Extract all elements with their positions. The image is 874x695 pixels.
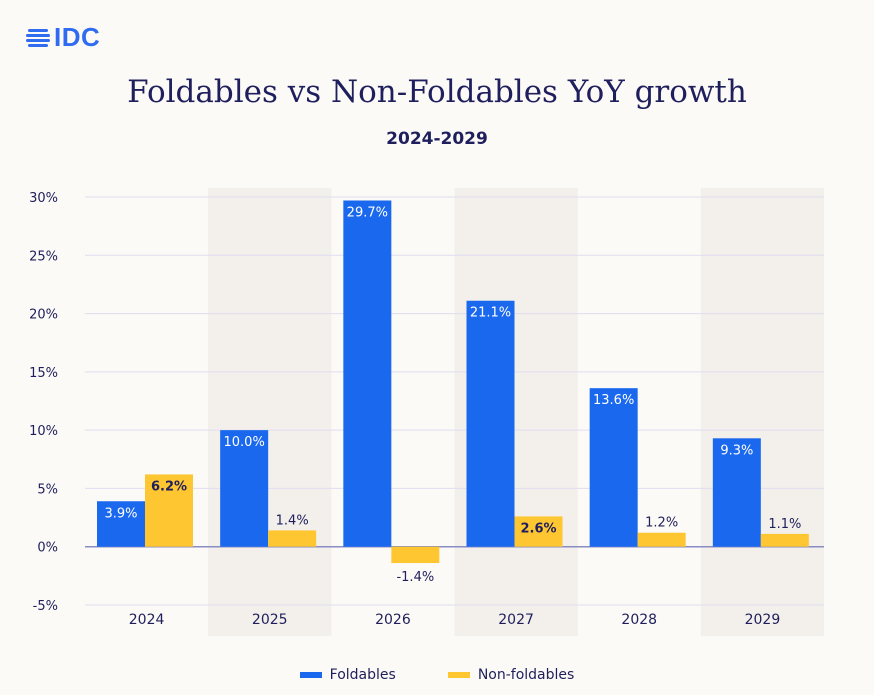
chart-subtitle: 2024-2029: [386, 129, 488, 149]
data-label-foldables-2024: 3.9%: [104, 506, 137, 521]
data-label-foldables-2028: 13.6%: [593, 393, 634, 408]
data-label-foldables-2027: 21.1%: [470, 306, 511, 321]
bar-non-foldables-2026: [391, 546, 440, 564]
bar-non-foldables-2029: [760, 533, 809, 547]
bar-foldables-2027: [466, 300, 515, 547]
bar-non-foldables-2025: [268, 530, 317, 547]
legend-item-non-foldables: Non-foldables: [447, 667, 575, 683]
bar-foldables-2029: [712, 438, 761, 547]
y-tick-label: 5%: [37, 482, 58, 497]
y-tick-label: 25%: [29, 249, 58, 264]
x-tick-label: 2026: [375, 612, 411, 628]
data-label-non-foldables-2027: 2.6%: [520, 521, 556, 536]
legend-label-non-foldables: Non-foldables: [477, 667, 575, 683]
data-label-non-foldables-2028: 1.2%: [645, 516, 678, 531]
data-label-non-foldables-2026: -1.4%: [396, 570, 434, 585]
globe-icon: [26, 28, 50, 47]
bar-non-foldables-2024: [145, 474, 193, 547]
x-tick-label: 2025: [252, 612, 288, 628]
y-tick-label: 0%: [37, 541, 58, 556]
y-tick-label: -5%: [33, 599, 58, 614]
idc-logo: IDC: [26, 22, 100, 53]
bar-foldables-2025: [220, 430, 269, 547]
x-tick-label: 2028: [621, 612, 657, 628]
data-label-foldables-2029: 9.3%: [720, 443, 753, 458]
column-band-2025: [208, 188, 332, 636]
legend-label-foldables: Foldables: [329, 667, 396, 683]
data-label-non-foldables-2025: 1.4%: [276, 513, 309, 528]
y-tick-label: 20%: [29, 308, 58, 323]
bar-non-foldables-2028: [637, 532, 686, 547]
legend-swatch-foldables: [299, 672, 322, 678]
legend-item-foldables: Foldables: [299, 667, 396, 683]
data-label-non-foldables-2029: 1.1%: [768, 517, 801, 532]
data-label-foldables-2026: 29.7%: [347, 205, 388, 220]
x-tick-label: 2027: [498, 612, 534, 628]
data-label-non-foldables-2024: 6.2%: [151, 479, 187, 494]
x-tick-label: 2024: [129, 612, 165, 628]
bar-foldables-2024: [97, 501, 145, 547]
bar-foldables-2028: [589, 388, 638, 547]
y-tick-label: 15%: [29, 366, 58, 381]
bar-foldables-2026: [343, 200, 392, 547]
y-tick-label: 30%: [29, 191, 58, 206]
y-tick-label: 10%: [29, 424, 58, 439]
legend-swatch-non-foldables: [447, 672, 470, 678]
column-band-2029: [700, 188, 824, 636]
data-label-foldables-2025: 10.0%: [224, 435, 265, 450]
bar-non-foldables-2027: [514, 516, 563, 547]
x-tick-label: 2029: [745, 612, 781, 628]
logo-text: IDC: [54, 22, 101, 52]
bar-chart: -5% 0% 5% 10% 15% 20% 25% 30% 3.9% 6.2% 2024 10.0% 1…: [29, 188, 824, 636]
legend: Foldables Non-foldables: [0, 667, 874, 683]
chart-title: Foldables vs Non-Foldables YoY growth: [127, 74, 747, 110]
